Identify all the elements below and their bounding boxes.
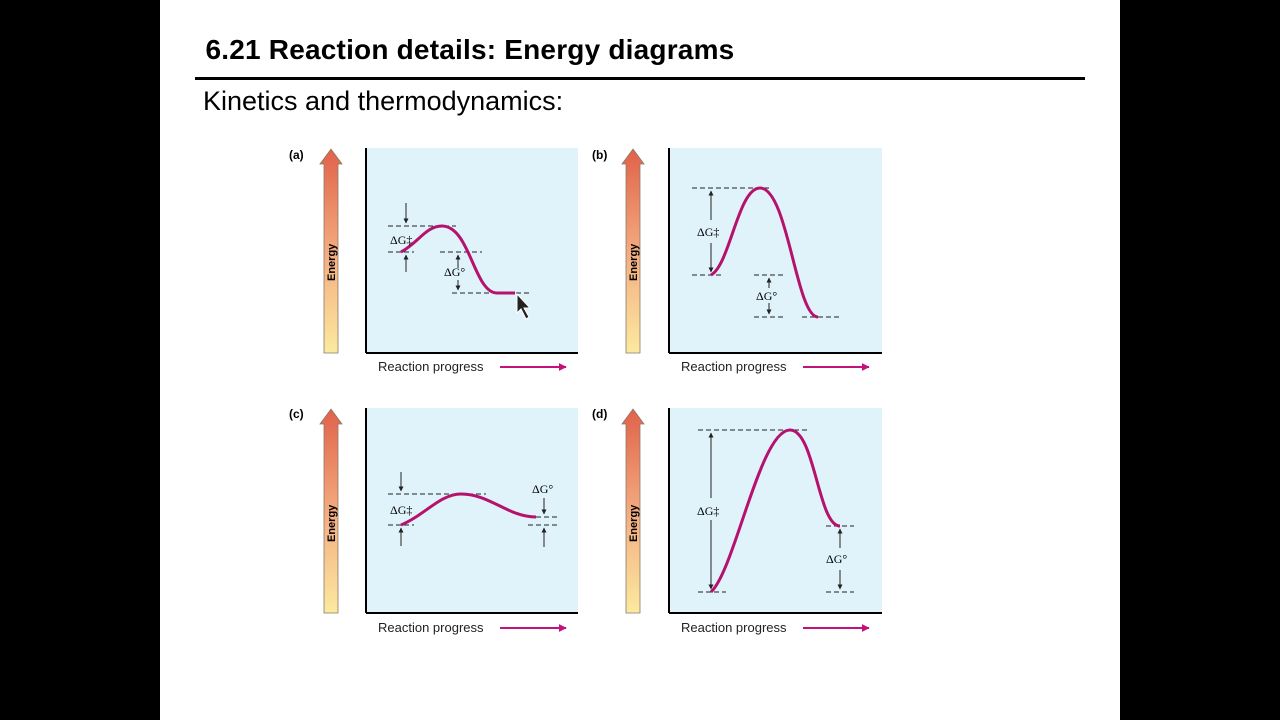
subtitle: Kinetics and thermodynamics: xyxy=(203,86,564,116)
energy-axis-arrow-c xyxy=(319,408,343,614)
energy-label-b: Energy xyxy=(628,243,640,281)
energy-label-c: Energy xyxy=(326,504,338,542)
x-label-d: Reaction progress xyxy=(681,620,787,635)
delta-g-std-label-a: ΔG° xyxy=(444,265,465,279)
energy-axis-arrow-d xyxy=(621,408,645,614)
energy-curve-a xyxy=(400,224,515,295)
delta-g-act-label-b: ΔG‡ xyxy=(697,225,719,239)
panel-a: (a) Energy ΔG‡ ΔG° Reaction progress xyxy=(289,148,578,374)
panel-c-letter: (c) xyxy=(289,407,304,421)
delta-g-std-label-b: ΔG° xyxy=(756,289,777,303)
dimension-arrows-b xyxy=(708,190,772,315)
dimension-arrows-a xyxy=(403,203,461,291)
plot-area-a xyxy=(366,148,578,353)
panel-c: (c) Energy ΔG‡ ΔG° Reaction progress xyxy=(289,407,578,635)
panel-a-letter: (a) xyxy=(289,148,304,162)
delta-g-std-label-d: ΔG° xyxy=(826,552,847,566)
delta-g-act-label-c: ΔG‡ xyxy=(390,503,412,517)
panel-b-letter: (b) xyxy=(592,148,607,162)
dimension-arrows-d xyxy=(708,432,843,590)
panel-d-letter: (d) xyxy=(592,407,607,421)
mouse-pointer-icon xyxy=(516,292,532,320)
energy-label-a: Energy xyxy=(326,243,338,281)
delta-g-std-label-c: ΔG° xyxy=(532,482,553,496)
delta-g-act-label-d: ΔG‡ xyxy=(697,504,719,518)
x-label-b: Reaction progress xyxy=(681,359,787,374)
energy-axis-arrow-a xyxy=(319,148,343,354)
x-label-a: Reaction progress xyxy=(378,359,484,374)
panel-b: (b) Energy ΔG‡ ΔG° Reaction progress xyxy=(592,148,882,374)
energy-curve-b xyxy=(710,186,819,319)
energy-curve-c xyxy=(400,492,537,527)
delta-g-act-label-a: ΔG‡ xyxy=(390,233,412,247)
energy-label-d: Energy xyxy=(628,504,640,542)
energy-curve-d xyxy=(709,428,841,594)
plot-area-b xyxy=(669,148,882,353)
x-label-c: Reaction progress xyxy=(378,620,484,635)
title-rule xyxy=(195,77,1085,80)
panel-d: (d) Energy ΔG‡ ΔG° Reaction progress xyxy=(592,407,882,635)
slide-title: 6.21 Reaction details: Energy diagrams xyxy=(205,34,735,65)
dimension-arrows-c xyxy=(398,472,547,547)
energy-axis-arrow-b xyxy=(621,148,645,354)
